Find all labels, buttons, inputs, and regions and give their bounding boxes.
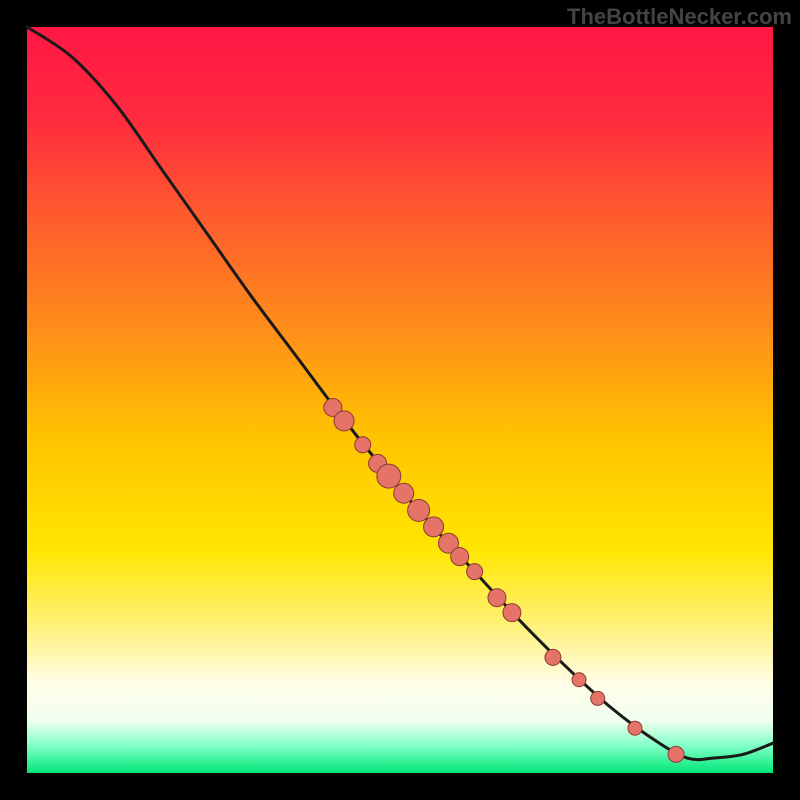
- plot-background: [27, 27, 773, 773]
- data-marker: [377, 464, 401, 488]
- data-marker: [467, 564, 483, 580]
- data-marker: [572, 673, 586, 687]
- chart-svg: [0, 0, 800, 800]
- data-marker: [394, 483, 414, 503]
- data-marker: [668, 746, 684, 762]
- data-marker: [408, 499, 430, 521]
- data-marker: [488, 589, 506, 607]
- data-marker: [545, 649, 561, 665]
- data-marker: [424, 517, 444, 537]
- data-marker: [451, 548, 469, 566]
- data-marker: [355, 437, 371, 453]
- data-marker: [334, 411, 354, 431]
- chart-container: TheBottleNecker.com: [0, 0, 800, 800]
- watermark-label: TheBottleNecker.com: [567, 4, 792, 30]
- data-marker: [628, 721, 642, 735]
- data-marker: [591, 691, 605, 705]
- data-marker: [503, 604, 521, 622]
